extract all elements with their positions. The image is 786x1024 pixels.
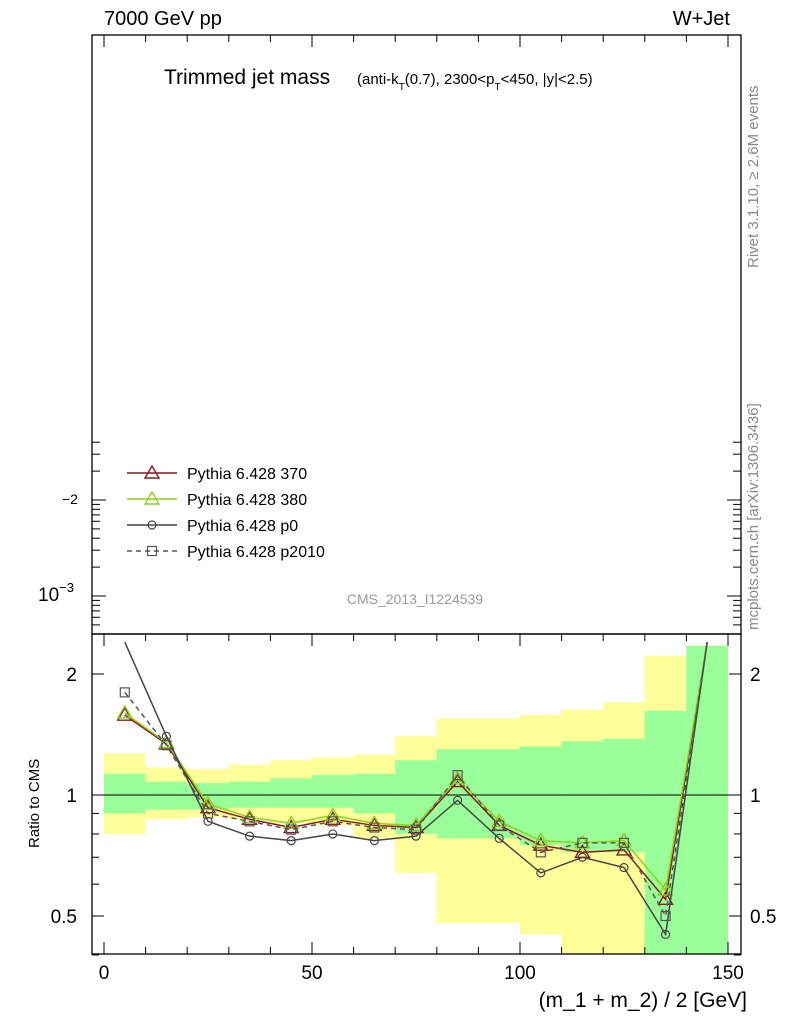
series-3-point-4	[286, 824, 297, 835]
green-band-5	[312, 775, 354, 808]
series-1-point-5	[324, 806, 342, 822]
series-2-point-9	[494, 833, 504, 843]
green-band-0	[104, 773, 146, 814]
upper-ytick-label-minus2: −2	[62, 491, 78, 507]
series-2-point-3	[245, 831, 255, 841]
legend-label-3: Pythia 6.428 p2010	[187, 544, 325, 561]
ratio-ytick-label-right: 0.5	[750, 907, 776, 928]
legend-label-2: Pythia 6.428 p0	[187, 518, 298, 535]
series-3-point-8	[452, 770, 463, 781]
series-2-point-10	[536, 868, 546, 878]
series-3-point-11	[577, 837, 588, 849]
series-3-point-2	[202, 808, 214, 819]
xtick-label: 150	[712, 963, 744, 984]
green-band-6	[353, 773, 396, 814]
series-0-point-6	[366, 817, 383, 832]
axis-ticks	[92, 35, 741, 956]
series-line-0	[124, 642, 708, 902]
ratio-ylabel: Ratio to CMS	[26, 759, 43, 848]
ratio-ytick-label-left: 1	[66, 786, 77, 807]
legend-marker-0	[143, 464, 161, 479]
series-1-point-12	[615, 832, 633, 847]
series-3-point-5	[327, 816, 338, 827]
series-1-point-4	[282, 814, 300, 830]
series-3-point-9	[494, 820, 505, 831]
series-3-point-12	[618, 837, 630, 849]
series-3-point-3	[244, 816, 255, 827]
x-axis-label: (m_1 + m_2) / 2 [GeV]	[539, 989, 747, 1012]
xtick-labels: 0 50 100 150	[99, 963, 744, 984]
legend-marker-1	[143, 490, 161, 505]
legend-marker-3	[146, 545, 158, 557]
xtick-label: 100	[504, 963, 536, 984]
ratio-ytick-label-left: 0.5	[51, 907, 77, 928]
chart-title-detail: (anti-kT(0.7), 2300<pT<450, |y|<2.5)	[357, 71, 593, 93]
series-group	[116, 641, 708, 939]
series-1-point-6	[366, 814, 383, 830]
series-1-point-10	[532, 832, 550, 847]
series-1-point-13	[657, 881, 674, 896]
green-band-14	[686, 645, 728, 954]
ratio-ytick-label-right: 1	[750, 786, 761, 807]
series-line-2	[124, 641, 708, 937]
series-0-point-4	[282, 819, 300, 834]
ratio-ytick-label-left: 2	[66, 665, 77, 686]
ratio-ytick-labels: 0.5 0.5 1 1 2 2	[51, 665, 777, 928]
series-2-point-4	[286, 836, 296, 846]
analysis-id: CMS_2013_I1224539	[347, 591, 483, 607]
series-2-point-12	[619, 862, 629, 873]
series-0-point-0	[116, 706, 134, 721]
series-1-point-0	[116, 704, 134, 719]
process-label: W+Jet	[672, 8, 730, 30]
series-2-point-7	[411, 831, 421, 841]
ratio-ytick-label-right: 2	[750, 665, 761, 686]
series-1-point-9	[490, 812, 508, 828]
series-0-point-13	[657, 890, 674, 906]
green-band-11	[561, 741, 604, 853]
series-2-point-6	[369, 836, 379, 846]
xtick-label: 50	[301, 963, 322, 984]
chart-title: Trimmed jet mass	[164, 66, 330, 89]
green-band-9	[478, 749, 520, 839]
green-band-4	[270, 778, 312, 808]
legend: Pythia 6.428 370 Pythia 6.428 380 Pythia 6…	[127, 464, 325, 561]
uncertainty-bands	[104, 645, 728, 954]
series-3-point-1	[161, 740, 172, 751]
series-3-point-6	[369, 822, 380, 833]
upper-ytick-label-minus3: 10−3	[38, 580, 74, 606]
legend-marker-2	[147, 520, 157, 530]
series-3-point-0	[119, 687, 130, 698]
series-1-point-8	[449, 769, 466, 785]
ratio-frame	[91, 633, 742, 955]
series-1-point-1	[158, 734, 175, 749]
series-2-point-5	[328, 829, 338, 839]
series-0-point-5	[324, 810, 342, 826]
green-band-1	[145, 781, 188, 810]
xtick-label: 0	[99, 963, 110, 984]
legend-label-1: Pythia 6.428 380	[187, 492, 307, 509]
energy-label: 7000 GeV pp	[104, 8, 222, 30]
legend-label-0: Pythia 6.428 370	[187, 466, 307, 483]
green-band-10	[520, 746, 562, 846]
series-2-point-11	[577, 852, 588, 862]
series-0-point-10	[532, 836, 550, 851]
series-3-point-10	[535, 847, 546, 858]
green-band-12	[603, 738, 645, 853]
series-2-point-13	[660, 929, 671, 939]
series-3-point-7	[410, 824, 422, 835]
series-3-point-13	[660, 910, 671, 922]
series-2-point-8	[453, 795, 463, 805]
